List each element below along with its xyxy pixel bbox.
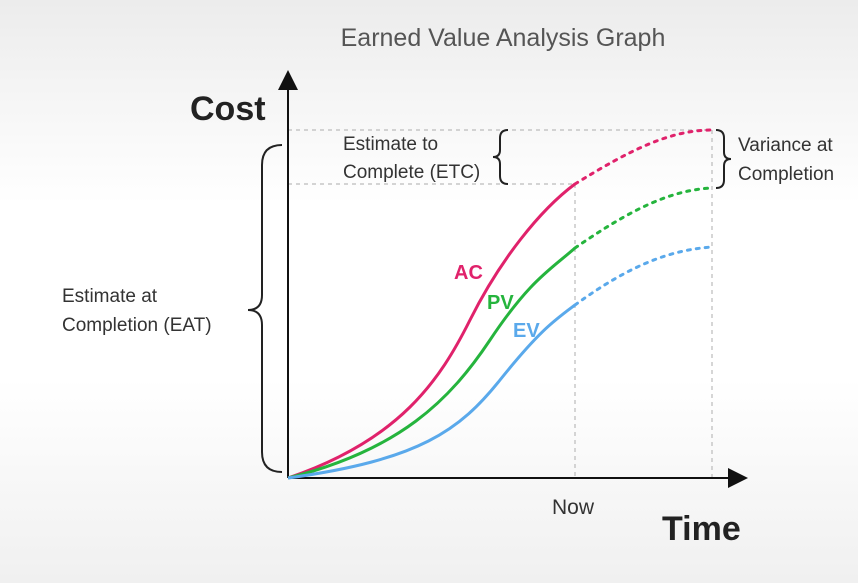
variance-label: Completion (738, 164, 834, 185)
etc-brace (492, 129, 509, 185)
eat-label: Estimate at (62, 286, 158, 307)
variance-label: Variance at (738, 135, 833, 156)
x-axis-label: Time (662, 510, 741, 548)
y-axis-label: Cost (190, 90, 266, 128)
ev-forecast (573, 245, 714, 307)
now-label: Now (552, 496, 595, 519)
eat-label: Completion (EAT) (62, 315, 212, 336)
pv-curve (287, 246, 576, 480)
guide-lines (288, 129, 713, 478)
ac-label: AC (454, 262, 483, 284)
etc-label: Complete (ETC) (343, 162, 480, 183)
ac-curve (287, 182, 576, 480)
pv-forecast (573, 186, 714, 250)
eat-brace (247, 144, 283, 473)
etc-label: Estimate to (343, 134, 438, 155)
title: Earned Value Analysis Graph (341, 24, 666, 52)
ac-forecast (573, 128, 714, 186)
pv-label: PV (487, 292, 514, 314)
ev-curve (287, 303, 576, 480)
ev-label: EV (513, 320, 540, 342)
variance-brace (715, 129, 732, 189)
